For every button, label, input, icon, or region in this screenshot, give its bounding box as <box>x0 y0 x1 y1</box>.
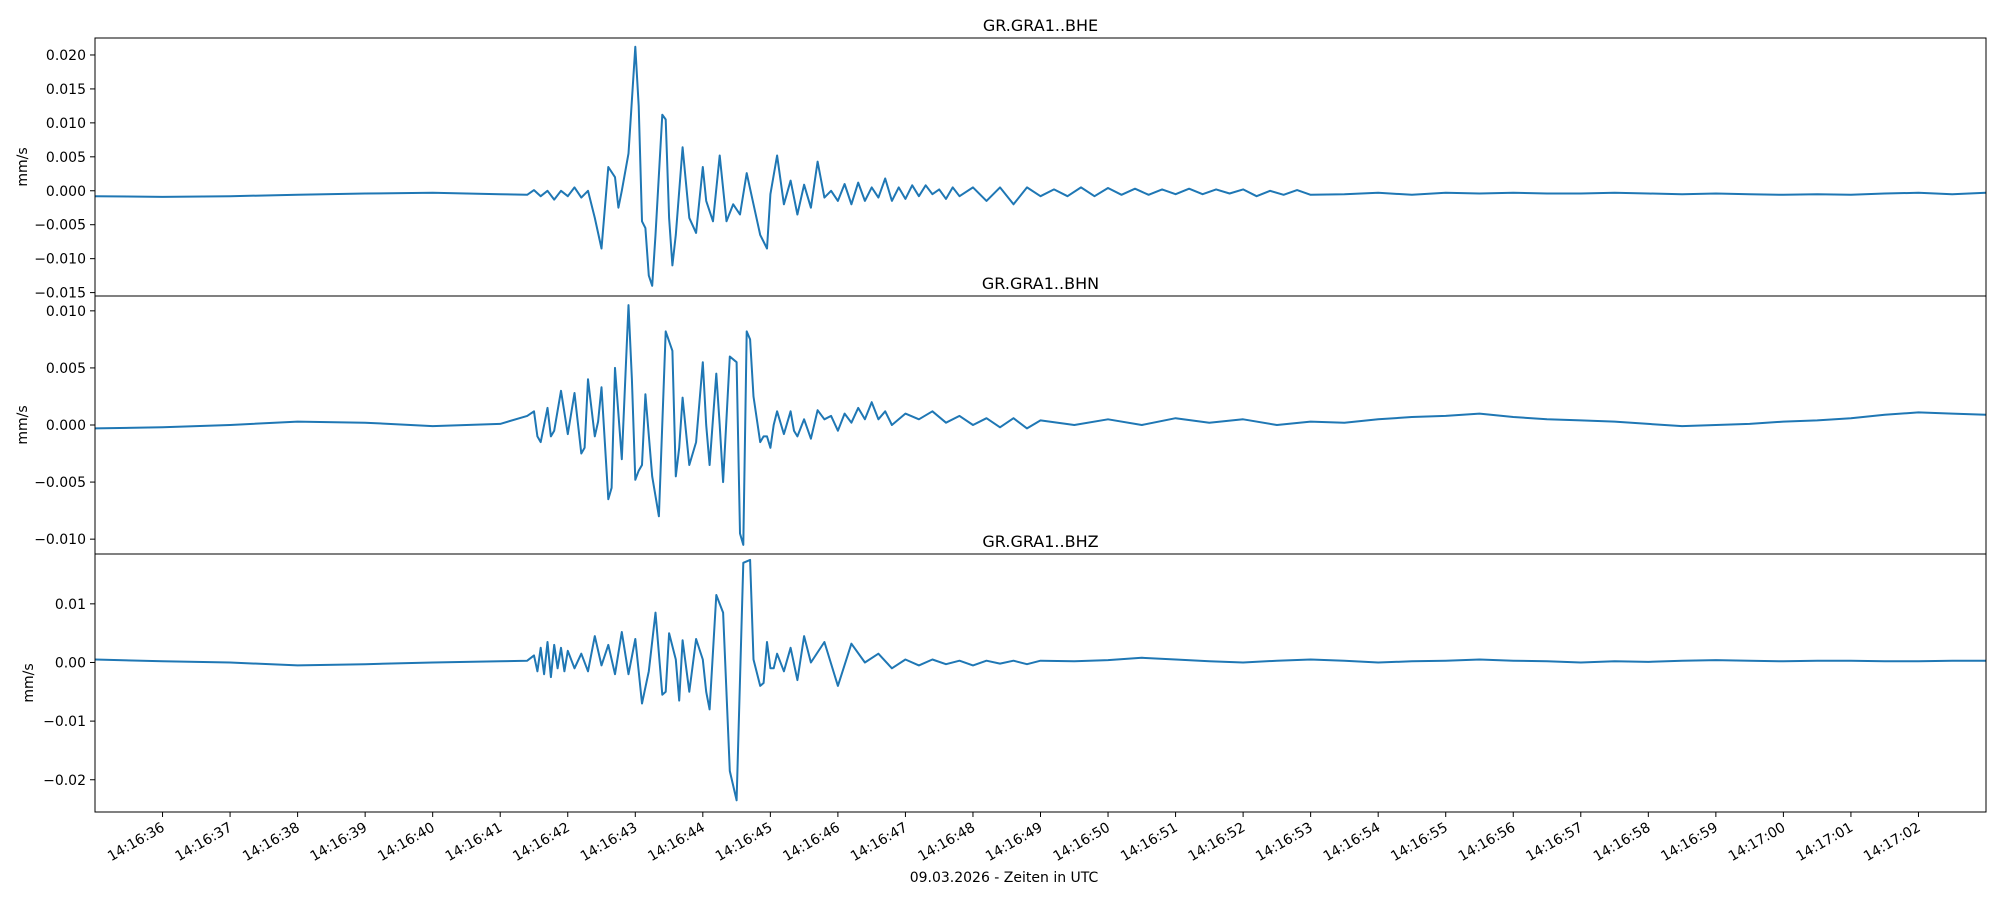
panels-group: GR.GRA1..BHE −0.015 −0.010 −0.005 0.000 0.005… <box>15 16 1987 813</box>
x-tick-label: 14:16:55 <box>1388 820 1450 865</box>
x-tick-label: 14:17:00 <box>1726 820 1788 865</box>
panel-frame <box>94 37 1987 297</box>
x-axis: 14:16:36 14:16:37 14:16:38 14:16:39 14:16:40… <box>105 812 1923 865</box>
y-tick-label: 0.005 <box>46 150 86 166</box>
panel-title: GR.GRA1..BHN <box>982 274 1099 293</box>
waveform-line <box>94 45 1987 287</box>
x-tick-label: 14:16:41 <box>443 820 505 865</box>
y-tick-label: 0.010 <box>46 304 86 320</box>
y-tick-label: 0.01 <box>55 597 86 613</box>
waveform-line <box>94 304 1987 546</box>
x-tick-label: 14:16:59 <box>1658 820 1720 865</box>
panel-1: GR.GRA1..BHE −0.015 −0.010 −0.005 0.000 0.005… <box>15 16 1987 302</box>
x-tick-label: 14:16:46 <box>780 820 843 865</box>
y-tick-label: −0.010 <box>34 532 86 548</box>
x-tick-label: 14:16:36 <box>105 820 168 865</box>
y-tick-label: 0.020 <box>46 48 86 64</box>
x-tick-label: 14:16:47 <box>848 820 910 865</box>
y-tick-label: 0.010 <box>46 116 86 132</box>
x-tick-label: 14:16:52 <box>1186 820 1248 865</box>
y-tick-label: −0.015 <box>34 286 86 302</box>
x-tick-label: 14:16:42 <box>510 820 572 865</box>
x-tick-label: 14:16:56 <box>1456 820 1519 865</box>
x-tick-label: 14:16:53 <box>1253 820 1315 865</box>
y-tick-label: −0.010 <box>34 252 86 268</box>
x-tick-label: 14:16:57 <box>1523 820 1585 865</box>
waveform-line <box>94 558 1986 802</box>
x-tick-label: 14:17:01 <box>1793 820 1855 865</box>
y-axis-label: mm/s <box>21 663 37 702</box>
x-tick-label: 14:16:49 <box>983 820 1045 865</box>
y-tick-label: 0.015 <box>46 82 86 98</box>
x-tick-label: 14:16:44 <box>645 820 708 865</box>
y-tick-label: −0.005 <box>34 218 86 234</box>
y-tick-label: −0.02 <box>43 773 86 789</box>
y-tick-label: 0.000 <box>46 184 86 200</box>
panel-title: GR.GRA1..BHE <box>983 16 1098 35</box>
panel-frame <box>94 553 1987 813</box>
x-tick-label: 14:16:38 <box>240 820 302 865</box>
y-tick-label: 0.005 <box>46 361 86 377</box>
x-tick-label: 14:16:54 <box>1321 820 1384 865</box>
x-tick-label: 14:16:48 <box>915 820 977 865</box>
x-tick-label: 14:16:45 <box>713 820 775 865</box>
y-tick-label: 0.00 <box>55 655 86 671</box>
x-axis-label: 09.03.2026 - Zeiten in UTC <box>910 870 1099 886</box>
x-tick-label: 14:16:37 <box>173 820 235 865</box>
y-tick-label: 0.000 <box>46 418 86 434</box>
y-tick-label: −0.005 <box>34 475 86 491</box>
x-tick-label: 14:16:43 <box>578 820 640 865</box>
x-tick-label: 14:16:39 <box>308 820 370 865</box>
panel-title: GR.GRA1..BHZ <box>982 532 1098 551</box>
panel-3: GR.GRA1..BHZ −0.02 −0.01 0.00 0.01 mm/s <box>21 532 1987 813</box>
y-tick-label: −0.01 <box>43 714 86 730</box>
y-axis-label: mm/s <box>15 405 31 444</box>
x-tick-label: 14:16:58 <box>1591 820 1653 865</box>
x-tick-label: 14:17:02 <box>1861 820 1923 865</box>
x-tick-label: 14:16:50 <box>1051 820 1113 865</box>
y-axis-label: mm/s <box>15 147 31 186</box>
x-tick-label: 14:16:51 <box>1118 820 1180 865</box>
x-tick-label: 14:16:40 <box>375 820 437 865</box>
panel-2: GR.GRA1..BHN −0.010 −0.005 0.000 0.005 0.010 m… <box>15 274 1987 555</box>
